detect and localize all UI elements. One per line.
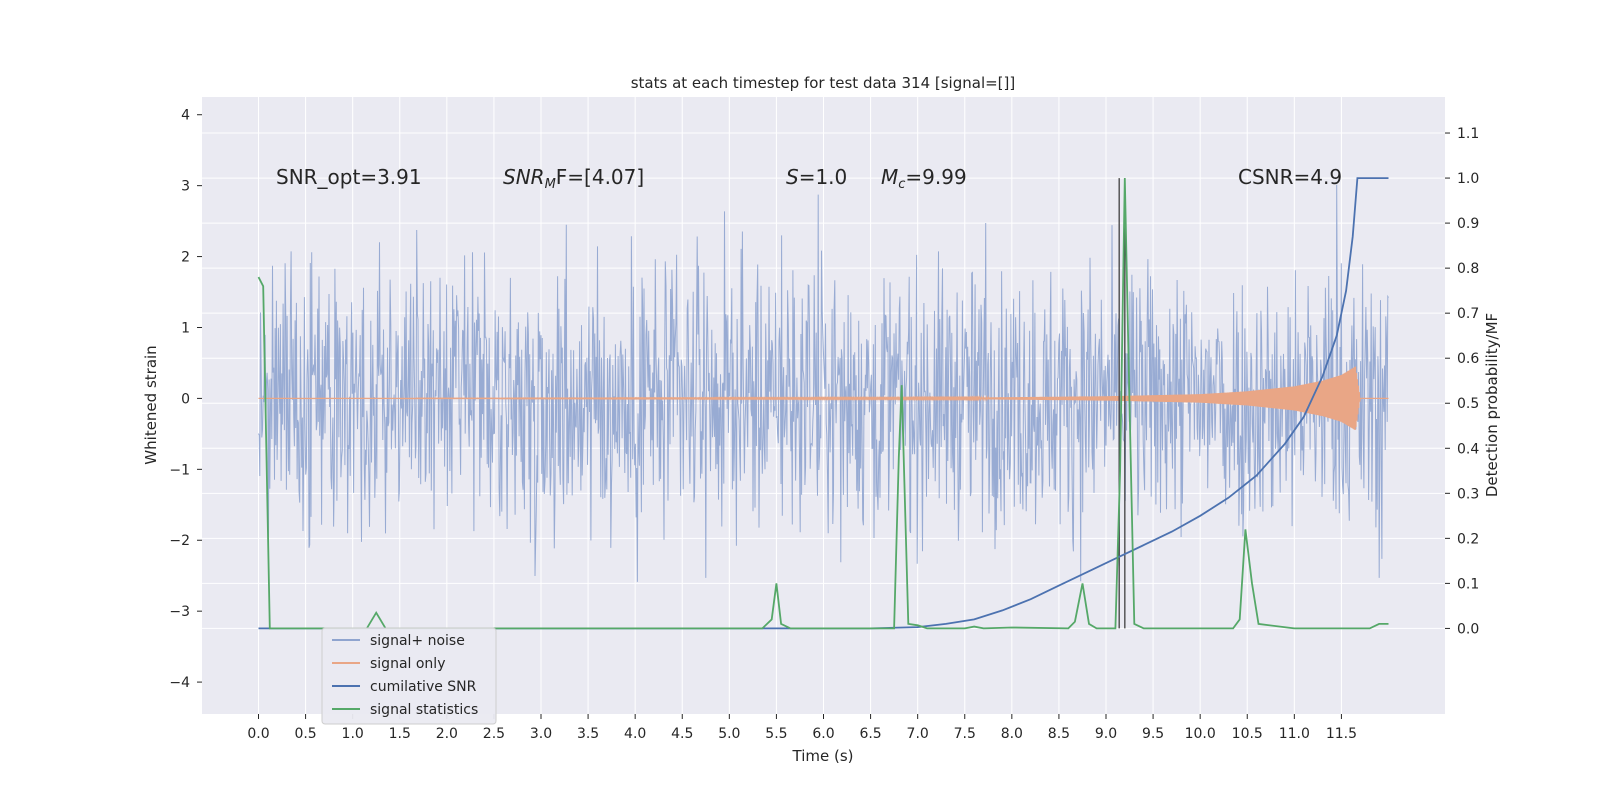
mc-sub: c (898, 177, 905, 192)
chart-title: stats at each timestep for test data 314… (631, 74, 1016, 92)
x-tick-label: 6.0 (812, 726, 834, 742)
annotation-s: S=1.0 (786, 165, 847, 189)
y-right-tick-label: 1.1 (1457, 126, 1479, 142)
x-tick-label: 5.5 (765, 726, 787, 742)
y-axis-right-label: Detection probability/MF (1483, 313, 1501, 497)
x-tick-label: 10.5 (1232, 726, 1263, 742)
signal-trace (258, 366, 1389, 431)
y-left-tick-label: −4 (169, 675, 190, 691)
mc-main: M (881, 165, 898, 189)
cumulative-snr-line (258, 177, 1389, 630)
x-tick-label: 0.0 (247, 726, 269, 742)
legend-item-signal: signal only (370, 656, 445, 672)
legend: signal+ noise signal only cumilative SNR… (321, 627, 497, 725)
legend-item-noise: signal+ noise (370, 633, 465, 649)
x-tick-label: 4.0 (624, 726, 646, 742)
x-tick-label: 3.0 (530, 726, 552, 742)
y-right-tick-label: 0.1 (1457, 576, 1479, 592)
x-tick-label: 4.5 (671, 726, 693, 742)
annotation-snr-mf: SNRMF=[4.07] (503, 165, 644, 192)
y-left-tick-label: −2 (169, 533, 190, 549)
s-rest: =1.0 (799, 165, 848, 189)
x-tick-label: 3.5 (577, 726, 599, 742)
y-right-tick-label: 0.9 (1457, 216, 1479, 232)
x-tick-label: 2.5 (483, 726, 505, 742)
mc-rest: =9.99 (905, 165, 966, 189)
legend-item-stats: signal statistics (370, 702, 478, 718)
x-tick-label: 8.5 (1048, 726, 1070, 742)
x-tick-label: 10.0 (1185, 726, 1216, 742)
s-main: S (786, 165, 799, 189)
x-tick-label: 11.0 (1279, 726, 1310, 742)
y-right-tick-label: 0.5 (1457, 396, 1479, 412)
x-tick-label: 11.5 (1326, 726, 1357, 742)
x-tick-label: 1.5 (389, 726, 411, 742)
y-left-tick-label: −1 (169, 462, 190, 478)
legend-box (321, 627, 497, 725)
y-right-tick-label: 0.0 (1457, 621, 1479, 637)
x-axis-ticks: 0.0 0.5 1.0 1.5 2.0 2.5 3.0 3.5 4.0 4.5 5.0 5.5 6.0 6… (247, 714, 1357, 742)
y-axis-left-ticks: 4 3 2 1 0 −1 −2 −3 −4 (169, 108, 202, 691)
noise-trace (258, 184, 1389, 582)
y-left-tick-label: −3 (169, 604, 190, 620)
legend-item-csnr: cumilative SNR (370, 679, 477, 695)
annotation-snr-opt: SNR_opt=3.91 (276, 165, 422, 189)
x-tick-label: 9.5 (1142, 726, 1164, 742)
y-right-tick-label: 1.0 (1457, 171, 1479, 187)
y-left-tick-label: 2 (181, 250, 190, 266)
x-tick-label: 6.5 (859, 726, 881, 742)
y-right-tick-label: 0.6 (1457, 351, 1479, 367)
y-axis-right-ticks: 1.1 1.0 0.9 0.8 0.7 0.6 0.5 0.4 0.3 0.2 0.1 0.0 (1445, 126, 1479, 637)
series-signal-plus-noise (258, 184, 1389, 582)
y-left-tick-label: 0 (181, 391, 190, 407)
annotation-mc: Mc=9.99 (881, 165, 967, 192)
x-tick-label: 8.0 (1001, 726, 1023, 742)
x-tick-label: 7.0 (907, 726, 929, 742)
y-right-tick-label: 0.2 (1457, 531, 1479, 547)
snr-mf-sub: M (545, 177, 556, 192)
x-axis-label: Time (s) (792, 747, 854, 765)
snr-mf-rest: F=[4.07] (556, 165, 644, 189)
x-tick-label: 5.0 (718, 726, 740, 742)
x-tick-label: 0.5 (294, 726, 316, 742)
y-left-tick-label: 4 (181, 108, 190, 124)
y-right-tick-label: 0.7 (1457, 306, 1479, 322)
series-signal-only (258, 366, 1389, 431)
y-right-tick-label: 0.4 (1457, 441, 1479, 457)
x-tick-label: 7.5 (954, 726, 976, 742)
x-tick-label: 9.0 (1095, 726, 1117, 742)
snr-mf-main: SNR (503, 165, 545, 189)
y-left-tick-label: 3 (181, 179, 190, 195)
series-cumulative-snr (258, 177, 1389, 630)
y-axis-left-label: Whitened strain (142, 345, 160, 464)
y-right-tick-label: 0.8 (1457, 261, 1479, 277)
x-tick-label: 1.0 (342, 726, 364, 742)
y-right-tick-label: 0.3 (1457, 486, 1479, 502)
y-left-tick-label: 1 (181, 320, 190, 336)
x-tick-label: 2.0 (436, 726, 458, 742)
annotation-csnr: CSNR=4.9 (1238, 165, 1342, 189)
